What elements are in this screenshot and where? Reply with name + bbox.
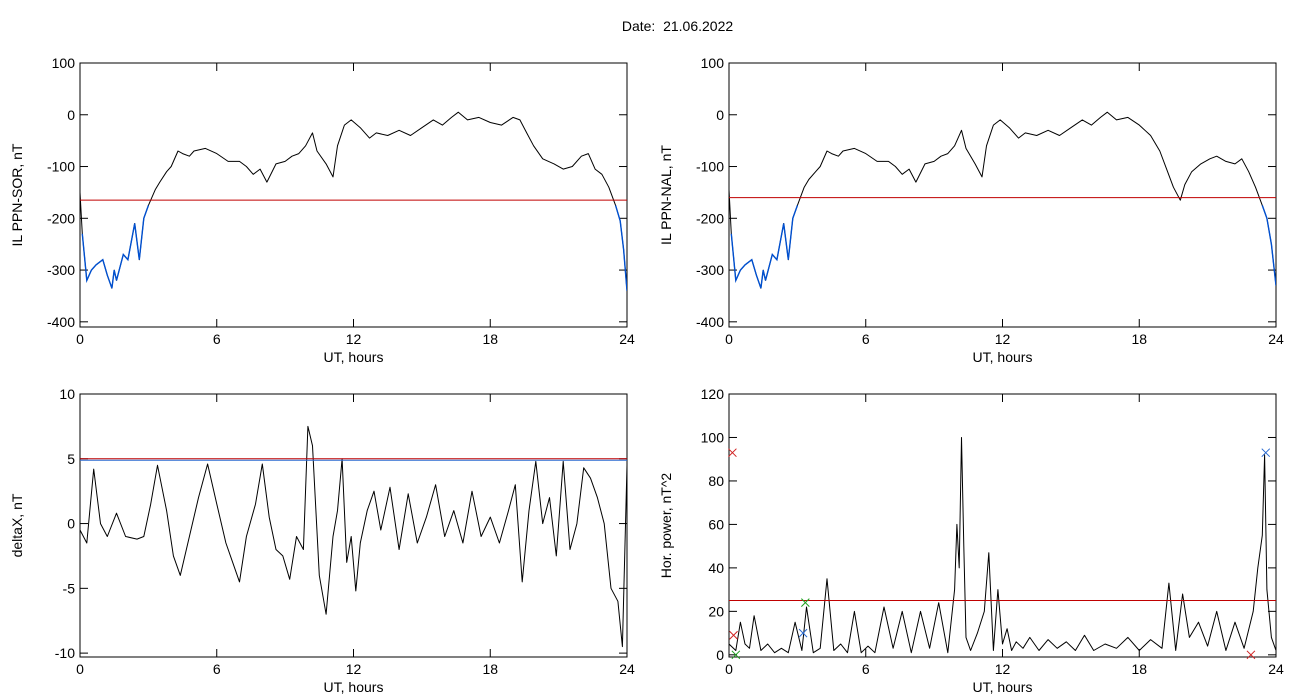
x-marker — [1246, 650, 1256, 660]
x-tick-label: 6 — [862, 331, 870, 347]
data-line — [80, 111, 627, 291]
data-line — [729, 111, 1276, 289]
x-axis-label: UT, hours — [324, 349, 384, 365]
y-tick-label: 40 — [708, 560, 724, 576]
y-tick-label: -300 — [696, 262, 724, 278]
x-tick-label: 0 — [725, 331, 733, 347]
panel-hor-power: 0 6 12 18 24 120 100 80 60 40 20 0 UT, hours Hor. pow… — [658, 386, 1284, 695]
y-tick-label: -200 — [47, 210, 75, 226]
x-tick-label: 6 — [213, 331, 221, 347]
plot-area — [80, 425, 627, 648]
data-line — [729, 437, 1276, 654]
figure-title: Date: 21.06.2022 — [621, 18, 734, 34]
y-tick-label: 60 — [708, 516, 724, 532]
y-tick-label: 80 — [708, 473, 724, 489]
y-tick-label: 10 — [59, 386, 75, 402]
below-threshold-line — [1261, 205, 1276, 286]
y-tick-label: 0 — [67, 107, 75, 123]
x-tick-label: 24 — [1268, 331, 1284, 347]
y-tick-label: -100 — [47, 159, 75, 175]
y-tick-label: 120 — [701, 386, 725, 402]
x-tick-label: 12 — [346, 661, 362, 677]
y-tick-label: -400 — [47, 314, 75, 330]
y-tick-label: 0 — [67, 516, 75, 532]
x-tick-label: 18 — [1131, 331, 1147, 347]
x-tick-label: 12 — [995, 331, 1011, 347]
x-tick-label: 18 — [482, 661, 498, 677]
panel-il-ppn-nal: 0 6 12 18 24 100 0 -100 -200 -300 -400 UT, hours IL … — [658, 55, 1284, 365]
y-tick-label: 20 — [708, 603, 724, 619]
x-tick-label: 0 — [725, 661, 733, 677]
y-tick-label: -5 — [63, 580, 76, 596]
plot-area — [80, 111, 627, 291]
y-tick-label: -200 — [696, 210, 724, 226]
y-tick-label: 100 — [52, 55, 76, 71]
y-axis-label: IL PPN-SOR, nT — [9, 143, 25, 246]
below-threshold-line — [614, 205, 627, 291]
x-tick-label: 0 — [76, 661, 84, 677]
x-tick-label: 0 — [76, 331, 84, 347]
y-tick-label: -300 — [47, 262, 75, 278]
y-axis-label: IL PPN-NAL, nT — [658, 145, 674, 245]
x-axis-label: UT, hours — [973, 679, 1033, 695]
plot-area — [729, 111, 1276, 289]
x-tick-label: 6 — [862, 661, 870, 677]
plot-area — [729, 437, 1276, 654]
plot-frame — [79, 62, 628, 328]
y-axis-label: deltaX, nT — [9, 493, 25, 557]
below-threshold-line — [730, 205, 799, 289]
y-tick-label: -100 — [696, 159, 724, 175]
x-tick-label: 24 — [619, 331, 635, 347]
x-marker — [800, 598, 810, 608]
x-tick-label: 12 — [346, 331, 362, 347]
y-tick-label: -400 — [696, 314, 724, 330]
y-tick-label: 5 — [67, 451, 75, 467]
y-tick-label: -10 — [55, 645, 75, 661]
y-axis-label: Hor. power, nT^2 — [658, 473, 674, 579]
plot-frame — [728, 393, 1277, 658]
y-tick-label: 0 — [716, 107, 724, 123]
x-axis-label: UT, hours — [973, 349, 1033, 365]
y-tick-label: 0 — [716, 647, 724, 663]
x-tick-label: 6 — [213, 661, 221, 677]
below-threshold-line — [81, 205, 150, 289]
panel-deltax: 0 6 12 18 24 10 5 0 -5 -10 UT, hours deltaX, nT — [9, 386, 635, 695]
panel-il-ppn-sor: 0 6 12 18 24 100 0 -100 -200 -300 -400 UT, hours IL … — [9, 55, 635, 365]
x-tick-label: 18 — [482, 331, 498, 347]
x-axis-label: UT, hours — [324, 679, 384, 695]
x-tick-label: 12 — [995, 661, 1011, 677]
x-marker — [1261, 448, 1271, 458]
y-tick-label: 100 — [701, 429, 725, 445]
x-tick-label: 24 — [619, 661, 635, 677]
x-marker — [728, 448, 737, 458]
x-tick-label: 18 — [1131, 661, 1147, 677]
x-marker — [731, 650, 741, 660]
x-tick-label: 24 — [1268, 661, 1284, 677]
x-marker — [798, 628, 808, 638]
plot-frame — [728, 62, 1277, 328]
data-line — [80, 425, 627, 648]
y-tick-label: 100 — [701, 55, 725, 71]
x-marker — [729, 630, 738, 640]
plot-frame — [79, 393, 628, 658]
